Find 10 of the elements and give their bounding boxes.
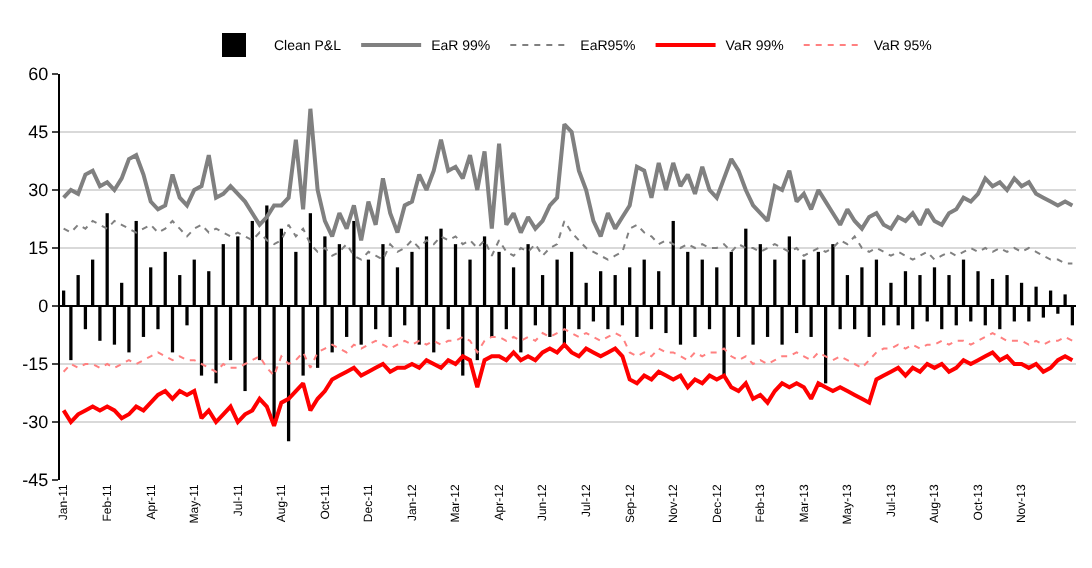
y-tick-label: 45 bbox=[28, 122, 49, 143]
y-tick-label: 60 bbox=[28, 64, 49, 85]
y-tick-label: -15 bbox=[22, 354, 49, 375]
line-series bbox=[61, 342, 1075, 428]
y-tick-label: -30 bbox=[22, 412, 49, 433]
y-tick-label: 0 bbox=[38, 296, 49, 317]
y-tick-label: 30 bbox=[28, 180, 49, 201]
y-tick-label: 15 bbox=[28, 238, 49, 259]
y-tick-label: -45 bbox=[22, 470, 49, 491]
line-series bbox=[62, 328, 1074, 377]
